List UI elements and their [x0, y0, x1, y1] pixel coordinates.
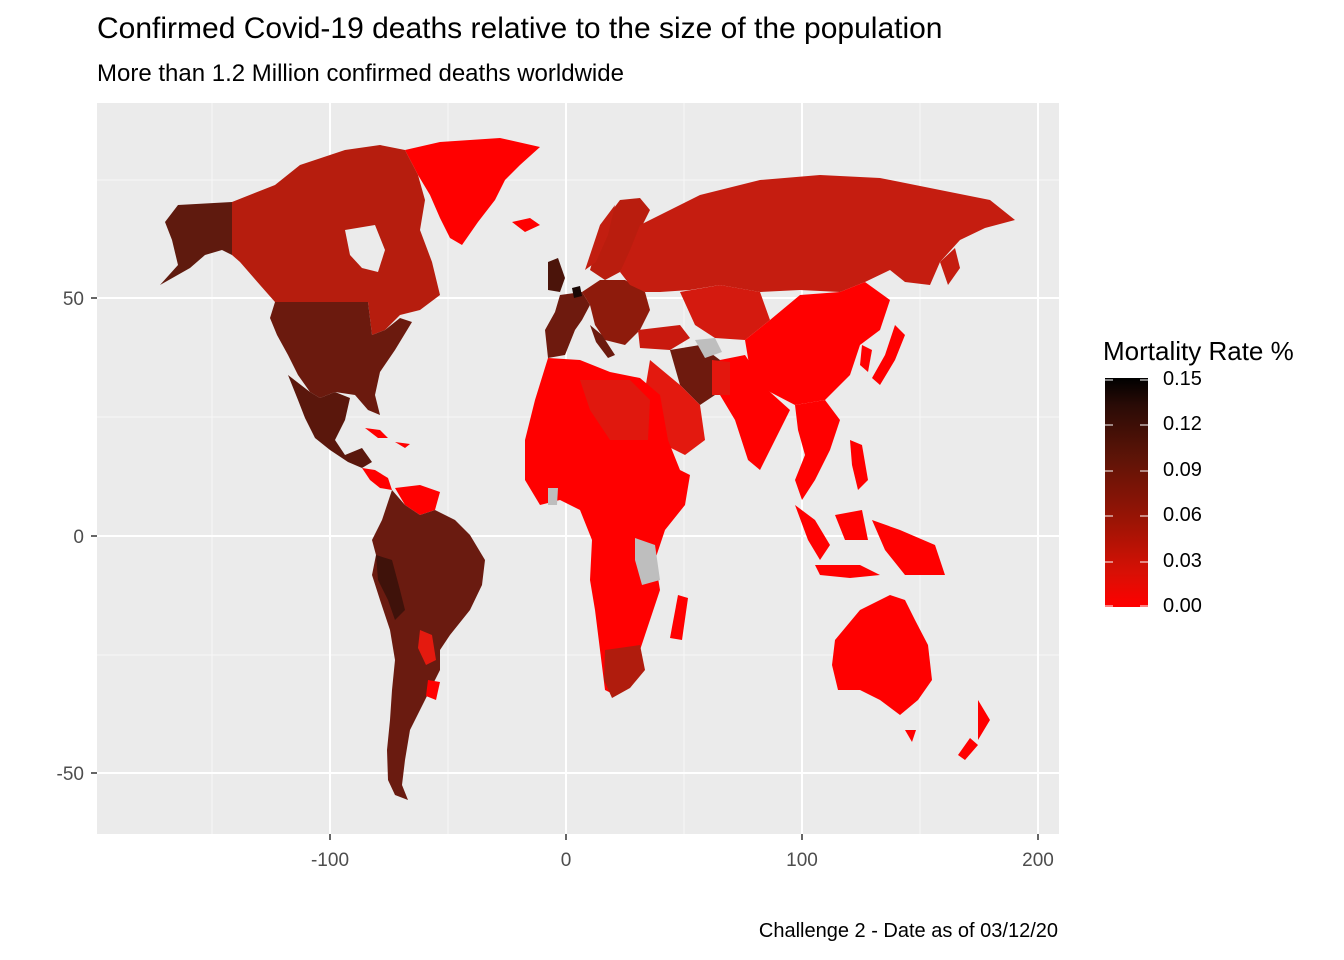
region-canada — [232, 145, 440, 335]
chart-subtitle: More than 1.2 Million confirmed deaths w… — [97, 60, 624, 87]
region-tanzania-gray — [635, 538, 660, 585]
region-india — [720, 355, 790, 470]
legend-label: 0.09 — [1163, 459, 1202, 481]
chart-caption: Challenge 2 - Date as of 03/12/20 — [758, 920, 1058, 942]
region-japan — [872, 325, 905, 385]
chart-title: Confirmed Covid-19 deaths relative to th… — [97, 12, 943, 45]
y-tick-label: 50 — [63, 289, 84, 310]
y-tick-label: 0 — [73, 527, 84, 548]
legend-title: Mortality Rate % — [1103, 336, 1294, 366]
legend-label: 0.12 — [1163, 413, 1202, 435]
region-central-europe — [582, 280, 650, 345]
region-scandinavia — [590, 198, 650, 280]
region-southeast-asia — [795, 400, 840, 500]
region-paraguay — [418, 630, 436, 665]
region-greenland — [405, 138, 540, 245]
region-korea — [860, 345, 872, 372]
region-italy — [590, 325, 615, 358]
region-kamchatka — [940, 248, 960, 285]
region-kazakhstan — [680, 285, 770, 340]
legend-colorbar — [1105, 378, 1148, 607]
region-china — [745, 282, 890, 405]
region-australia — [832, 595, 932, 715]
region-africa — [525, 358, 690, 695]
region-iran — [670, 345, 720, 405]
legend-label: 0.03 — [1163, 550, 1202, 572]
region-indonesia — [795, 505, 945, 578]
legend-tick-marks — [1105, 379, 1148, 607]
region-central-america — [362, 468, 392, 490]
region-russia — [620, 175, 1015, 292]
region-iceland — [512, 218, 540, 232]
region-belgium — [572, 286, 582, 298]
region-west-africa-gray — [548, 488, 558, 505]
region-afghanistan-gray — [695, 338, 722, 358]
region-philippines — [850, 440, 868, 490]
legend-label: 0.15 — [1163, 368, 1202, 390]
y-tick-label: -50 — [57, 764, 84, 785]
legend-label: 0.06 — [1163, 504, 1202, 526]
region-uruguay — [426, 680, 440, 700]
axis-ticks — [91, 297, 1039, 840]
legend-label: 0.00 — [1163, 595, 1202, 617]
region-new-zealand — [958, 700, 990, 760]
hudson-bay — [345, 225, 385, 272]
region-south-africa — [604, 645, 645, 698]
region-pakistan — [712, 360, 730, 395]
region-alaska — [160, 202, 232, 285]
region-tasmania — [905, 730, 916, 742]
region-norway — [585, 205, 615, 270]
x-tick-label: 100 — [786, 850, 818, 871]
region-spain-france — [545, 292, 590, 358]
x-tick-label: 200 — [1022, 850, 1054, 871]
region-madagascar — [670, 595, 688, 640]
region-caribbean — [365, 428, 410, 448]
region-peru-chile — [376, 555, 405, 620]
region-mexico — [288, 375, 372, 468]
region-uk — [548, 258, 565, 292]
region-venezuela — [395, 485, 440, 515]
x-tick-label: -100 — [311, 850, 349, 871]
region-turkey-caucasus — [638, 325, 690, 350]
region-north-africa — [580, 380, 650, 440]
x-tick-label: 0 — [561, 850, 572, 871]
region-usa — [270, 302, 412, 415]
